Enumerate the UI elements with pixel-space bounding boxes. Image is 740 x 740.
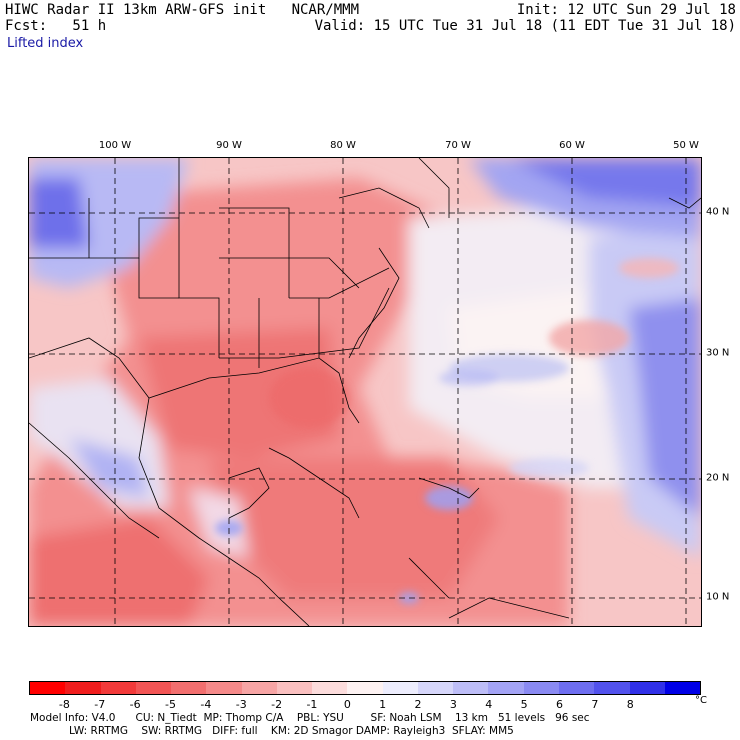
legend-tick-label: 5 — [520, 698, 528, 711]
longitude-label: 80 W — [330, 140, 356, 151]
legend-tick-label: -2 — [271, 698, 283, 711]
graticule — [29, 158, 701, 626]
legend-swatch — [629, 682, 665, 694]
init-time: Init: 12 UTC Sun 29 Jul 18 — [516, 2, 736, 18]
legend-tick-label: -6 — [129, 698, 141, 711]
legend-tick-label: -3 — [235, 698, 247, 711]
legend-unit: °C — [695, 695, 707, 706]
legend-swatch — [523, 682, 559, 694]
model-info-line-1: Model Info: V4.0 CU: N_Tiedt MP: Thomp C… — [30, 712, 590, 724]
field-name: Lifted index — [7, 36, 84, 51]
legend-tick-label: -8 — [58, 698, 70, 711]
legend-swatch — [241, 682, 277, 694]
legend-swatch — [558, 682, 595, 694]
field-detail — [215, 258, 679, 604]
model-info-line-2: LW: RRTMG SW: RRTMG DIFF: full KM: 2D Sm… — [69, 725, 514, 737]
legend-tick-label: 8 — [626, 698, 634, 711]
legend-swatch — [312, 682, 348, 694]
legend-swatch — [30, 682, 66, 694]
longitude-label: 100 W — [98, 140, 132, 151]
legend-tick-label: 4 — [485, 698, 493, 711]
longitude-label: 60 W — [559, 140, 585, 151]
legend-tick-label: 0 — [343, 698, 351, 711]
longitude-label: 70 W — [445, 140, 471, 151]
legend-tick-label: -1 — [306, 698, 318, 711]
legend-swatch — [594, 682, 630, 694]
lifted-index-map — [28, 157, 702, 627]
legend-swatch — [100, 682, 136, 694]
longitude-label: 90 W — [216, 140, 242, 151]
legend-swatch — [417, 682, 454, 694]
legend-swatch — [276, 682, 313, 694]
legend-swatch — [347, 682, 383, 694]
legend-swatch — [65, 682, 101, 694]
legend-tick-label: 6 — [556, 698, 564, 711]
legend-tick-label: 7 — [591, 698, 599, 711]
longitude-label: 50 W — [673, 140, 699, 151]
legend-swatch — [664, 682, 701, 694]
legend-swatch — [171, 682, 207, 694]
legend-swatch — [382, 682, 418, 694]
legend-tick-label: 2 — [414, 698, 422, 711]
title-line-1: HIWC Radar II 13km ARW-GFS init NCAR/MMM — [5, 2, 360, 18]
forecast-hour: Fcst: 51 h — [5, 18, 107, 34]
legend-tick-label: 1 — [379, 698, 387, 711]
latitude-label: 30 N — [706, 347, 730, 359]
valid-time: Valid: 15 UTC Tue 31 Jul 18 (11 EDT Tue … — [314, 18, 736, 34]
legend-swatch — [488, 682, 524, 694]
legend-tick-label: 3 — [449, 698, 457, 711]
legend-tick-label: -4 — [200, 698, 212, 711]
latitude-label: 40 N — [706, 206, 730, 218]
legend-tick-label: -7 — [94, 698, 106, 711]
map-canvas — [29, 158, 701, 626]
geographic-boundaries — [29, 158, 701, 626]
legend-tick-label: -5 — [164, 698, 176, 711]
legend-swatch — [206, 682, 242, 694]
legend-swatch — [135, 682, 172, 694]
latitude-label: 10 N — [706, 591, 730, 603]
latitude-label: 20 N — [706, 472, 730, 484]
color-scale-bar — [29, 681, 701, 695]
legend-swatch — [453, 682, 489, 694]
